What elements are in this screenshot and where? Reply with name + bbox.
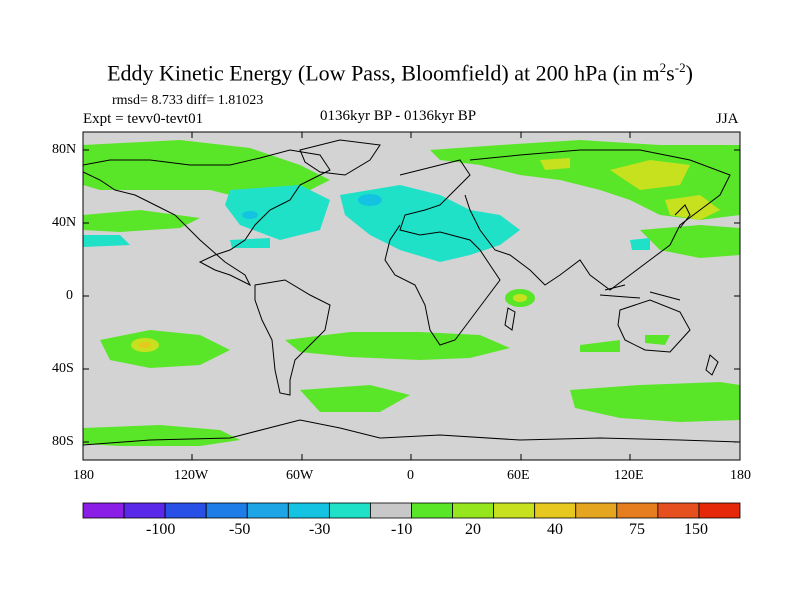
colorbar-swatch — [452, 502, 495, 519]
colorbar-label: 40 — [547, 521, 563, 538]
colorbar-label: -50 — [229, 521, 251, 538]
coastlines — [83, 139, 740, 446]
lon-label-180-east: 180 — [730, 468, 751, 483]
colorbar-swatch — [493, 502, 536, 519]
colorbar — [82, 502, 741, 519]
colorbar-swatch — [164, 502, 207, 519]
experiment-label: Expt = tevv0-tevt01 — [83, 111, 204, 127]
colorbar-swatch — [411, 502, 453, 519]
colorbar-swatch — [205, 502, 248, 519]
lon-label-0: 0 — [407, 468, 414, 483]
lon-label-60e: 60E — [507, 468, 530, 483]
lon-ticks — [82, 132, 741, 460]
field-cyan-pacific — [83, 235, 130, 247]
anomaly-fields — [83, 139, 740, 446]
field-yellow-siberia — [610, 160, 690, 190]
lat-label-0: 0 — [66, 288, 73, 303]
lat-label-40s: 40S — [52, 361, 74, 376]
lat-label-80s: 80S — [52, 434, 74, 449]
colorbar-label: 150 — [684, 521, 708, 538]
colorbar-swatch — [616, 502, 659, 519]
colorbar-swatch — [328, 502, 371, 519]
season-label: JJA — [716, 111, 739, 127]
colorbar-label: -100 — [146, 521, 176, 538]
field-cyan-north-america — [225, 185, 330, 240]
field-yellow-north — [540, 158, 570, 170]
field-teal-america — [242, 211, 258, 219]
field-green-arctic-america — [83, 140, 330, 200]
field-green-eurasia — [430, 140, 740, 220]
field-green-antarctic — [83, 425, 240, 446]
lat-label-40n: 40N — [52, 215, 77, 230]
colorbar-swatch — [246, 502, 289, 519]
colorbar-swatch — [657, 502, 700, 519]
colorbar-label: -30 — [309, 521, 331, 538]
colorbar-swatch — [534, 502, 577, 519]
stats-text: rmsd= 8.733 diff= 1.81023 — [112, 93, 264, 108]
field-green-southern-atlantic — [300, 385, 410, 412]
field-green-southern-indian — [570, 382, 740, 422]
field-green-pacific-east — [640, 225, 740, 258]
colorbar-label: 75 — [629, 521, 645, 538]
field-green-pacific-north — [83, 210, 200, 232]
colorbar-swatch — [575, 502, 618, 519]
lat-label-80n: 80N — [52, 142, 77, 157]
colorbar-swatch — [698, 502, 741, 519]
lon-label-60w: 60W — [286, 468, 314, 483]
map-title: Eddy Kinetic Energy (Low Pass, Bloomfiel… — [107, 60, 693, 86]
field-cyan-atlantic-europe — [340, 185, 520, 262]
field-orange-south-pacific — [139, 342, 151, 348]
lon-label-180-west: 180 — [73, 468, 94, 483]
field-cyan-asia — [630, 238, 650, 250]
lat-ticks — [83, 149, 740, 443]
colorbar-swatch — [82, 502, 125, 519]
field-yellow-pacific — [665, 195, 720, 220]
colorbar-swatch — [123, 502, 166, 519]
field-green-indian-south — [580, 340, 620, 352]
colorbar-label: 20 — [465, 521, 481, 538]
colorbar-swatch — [287, 502, 330, 519]
field-yellow-indian — [513, 294, 527, 302]
field-green-australia — [645, 335, 670, 345]
period-label: 0136kyr BP - 0136kyr BP — [320, 108, 477, 124]
lon-label-120e: 120E — [614, 468, 644, 483]
field-cyan-atlantic — [230, 238, 270, 248]
colorbar-label: -10 — [391, 521, 413, 538]
field-green-south-pacific — [100, 330, 230, 368]
lon-label-120w: 120W — [174, 468, 209, 483]
field-teal-atlantic — [358, 194, 382, 206]
colorbar-swatch — [370, 502, 412, 519]
field-green-south-atlantic — [285, 332, 510, 360]
